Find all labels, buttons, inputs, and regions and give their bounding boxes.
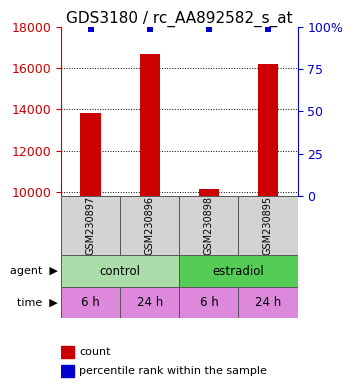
Text: count: count — [79, 347, 111, 357]
Point — [88, 25, 93, 31]
Bar — [140, 54, 160, 196]
Text: 24 h: 24 h — [255, 296, 281, 309]
Point — [206, 25, 212, 31]
Point — [265, 25, 271, 31]
Text: 24 h: 24 h — [137, 296, 163, 309]
Bar — [80, 113, 101, 196]
FancyBboxPatch shape — [120, 287, 180, 318]
Text: 6 h: 6 h — [82, 296, 100, 309]
Text: estradiol: estradiol — [212, 265, 264, 278]
FancyBboxPatch shape — [180, 287, 238, 318]
FancyBboxPatch shape — [61, 196, 120, 255]
Title: GDS3180 / rc_AA892582_s_at: GDS3180 / rc_AA892582_s_at — [66, 11, 293, 27]
Text: GSM230898: GSM230898 — [204, 196, 214, 255]
Text: time  ▶: time ▶ — [17, 298, 58, 308]
FancyBboxPatch shape — [61, 255, 180, 287]
FancyBboxPatch shape — [61, 287, 120, 318]
Text: percentile rank within the sample: percentile rank within the sample — [79, 366, 267, 376]
Bar — [61, 346, 74, 358]
FancyBboxPatch shape — [180, 196, 238, 255]
Text: GSM230897: GSM230897 — [86, 196, 96, 255]
FancyBboxPatch shape — [238, 196, 298, 255]
FancyBboxPatch shape — [180, 255, 298, 287]
Text: agent  ▶: agent ▶ — [10, 266, 58, 276]
Point — [147, 25, 153, 31]
Text: GSM230895: GSM230895 — [263, 196, 273, 255]
Text: 6 h: 6 h — [199, 296, 218, 309]
Bar — [61, 365, 74, 377]
Bar — [198, 189, 219, 196]
FancyBboxPatch shape — [238, 287, 298, 318]
Text: control: control — [100, 265, 141, 278]
Text: GSM230896: GSM230896 — [145, 196, 155, 255]
FancyBboxPatch shape — [120, 196, 180, 255]
Bar — [258, 64, 278, 196]
